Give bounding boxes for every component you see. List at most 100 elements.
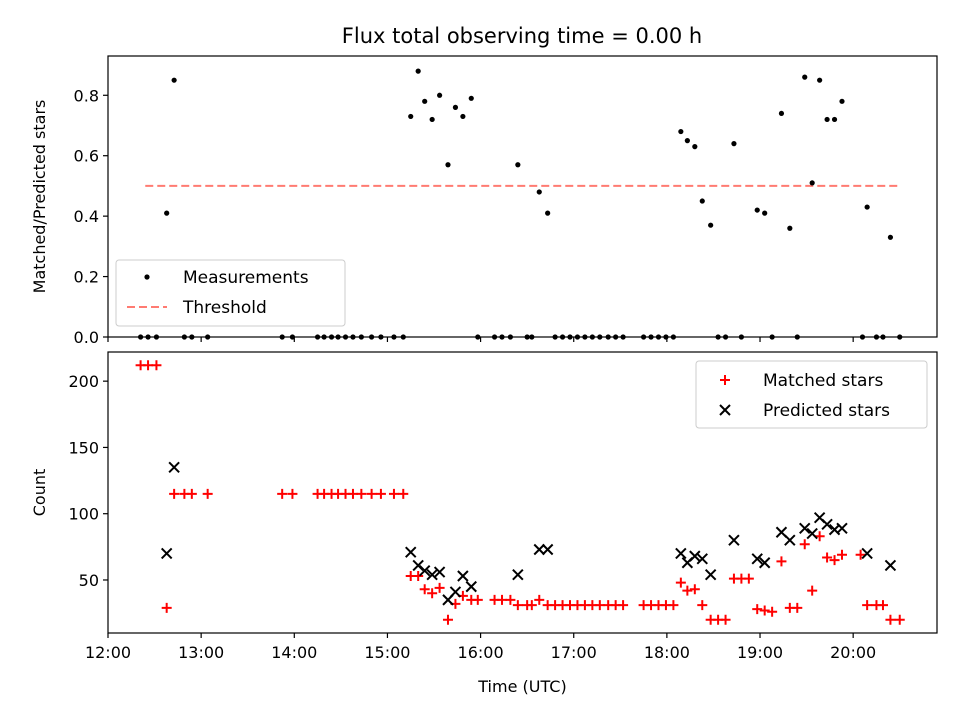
predicted-star-point [541,543,554,556]
measurement-point [778,110,785,117]
measurement-point [545,210,551,216]
measurement-point [824,116,830,123]
matched-star-point [497,594,508,605]
matched-star-point [202,488,213,499]
measurement-point [648,334,654,340]
matched-star-point [388,488,399,499]
measurement-point [499,334,505,340]
x-tick-label: 14:00 [271,643,317,662]
y-tick-label: 0.0 [74,328,99,347]
measurement-point [529,334,535,340]
measurement-point [422,98,428,104]
measurement-point [350,334,356,340]
matched-star-point [675,577,686,588]
matched-star-point [668,600,679,611]
matched-star-point [689,584,700,595]
predicted-star-point [168,461,180,474]
figure-title: Flux total observing time = 0.00 h [342,24,702,48]
measurement-point [205,334,211,340]
matched-star-point [356,488,367,499]
matched-star-point [366,488,377,499]
measurement-point [699,198,705,204]
matched-star-point [186,488,197,499]
measurement-point [145,334,151,340]
matched-star-point [682,585,693,596]
matched-star-point [512,600,523,611]
measurement-point [567,334,573,340]
measurement-point [663,334,669,340]
matched-star-point [472,594,483,605]
axes-frame [107,351,938,634]
measurement-point [415,68,421,74]
predicted-star-point [457,570,469,582]
matched-star-point [169,488,180,499]
x-tick-label: 19:00 [737,643,783,662]
measurement-point [153,334,160,340]
matched-star-point [836,549,847,560]
measurement-point [400,334,406,340]
measurement-point [794,334,800,340]
measurement-point [408,113,414,120]
axes-frame [107,55,938,338]
x-tick-label: 13:00 [178,643,224,662]
y-axis-label: Count [30,469,49,517]
measurement-point [708,222,714,228]
matched-star-point [442,614,453,625]
x-tick-label: 16:00 [458,643,504,662]
measurement-point [429,116,435,123]
measurement-point [897,334,903,340]
predicted-star-point [533,543,545,556]
x-tick-label: 18:00 [644,643,690,662]
y-tick-label: 150 [68,438,99,457]
x-axis-label: Time (UTC) [477,677,566,696]
matched-star-point [829,555,840,566]
predicted-star-point [704,568,717,581]
measurement-point [731,141,737,147]
y-tick-label: 100 [68,505,99,524]
predicted-star-point [675,547,687,560]
matched-star-point [161,602,172,613]
matched-star-point [534,594,545,605]
measurement-point [722,334,729,340]
measurement-point [335,334,341,340]
measurement-point [181,334,187,340]
matched-star-point [526,600,537,611]
plot-area [135,360,905,625]
y-tick-label: 0.6 [74,147,99,166]
predicted-star-point [836,522,848,534]
matched-star-point [822,552,833,563]
predicted-star-point [433,566,446,578]
measurement-point [670,334,676,340]
measurement-point [873,334,880,340]
x-tick-label: 17:00 [551,643,597,662]
plot-area [138,68,903,340]
measurement-point [321,334,327,340]
measurement-point [678,128,684,135]
matched-star-point [697,600,708,611]
predicted-star-point [696,553,708,565]
matched-star-point [720,614,731,625]
predicted-star-point [426,568,438,581]
predicted-star-point [751,553,763,565]
predicted-star-point [884,559,897,572]
predicted-star-point [160,547,173,560]
matched-star-point [594,600,605,611]
legend-marker-measurements [144,274,150,280]
x-tick-label: 20:00 [830,643,876,662]
measurement-point [369,334,375,340]
matched-star-point [759,605,770,616]
legend-box [115,259,346,327]
matched-star-point [419,584,430,595]
measurement-point [582,334,588,340]
measurement-point [452,104,459,110]
predicted-star-point [728,534,740,546]
legend-label-threshold: Threshold [182,298,267,318]
matched-star-point [799,539,810,550]
measurement-point [787,225,793,231]
measurement-point [831,116,838,123]
measurement-point [468,95,474,101]
measurement-point [279,334,285,340]
matched-star-point [743,573,754,584]
x-tick-label: 15:00 [364,643,410,662]
